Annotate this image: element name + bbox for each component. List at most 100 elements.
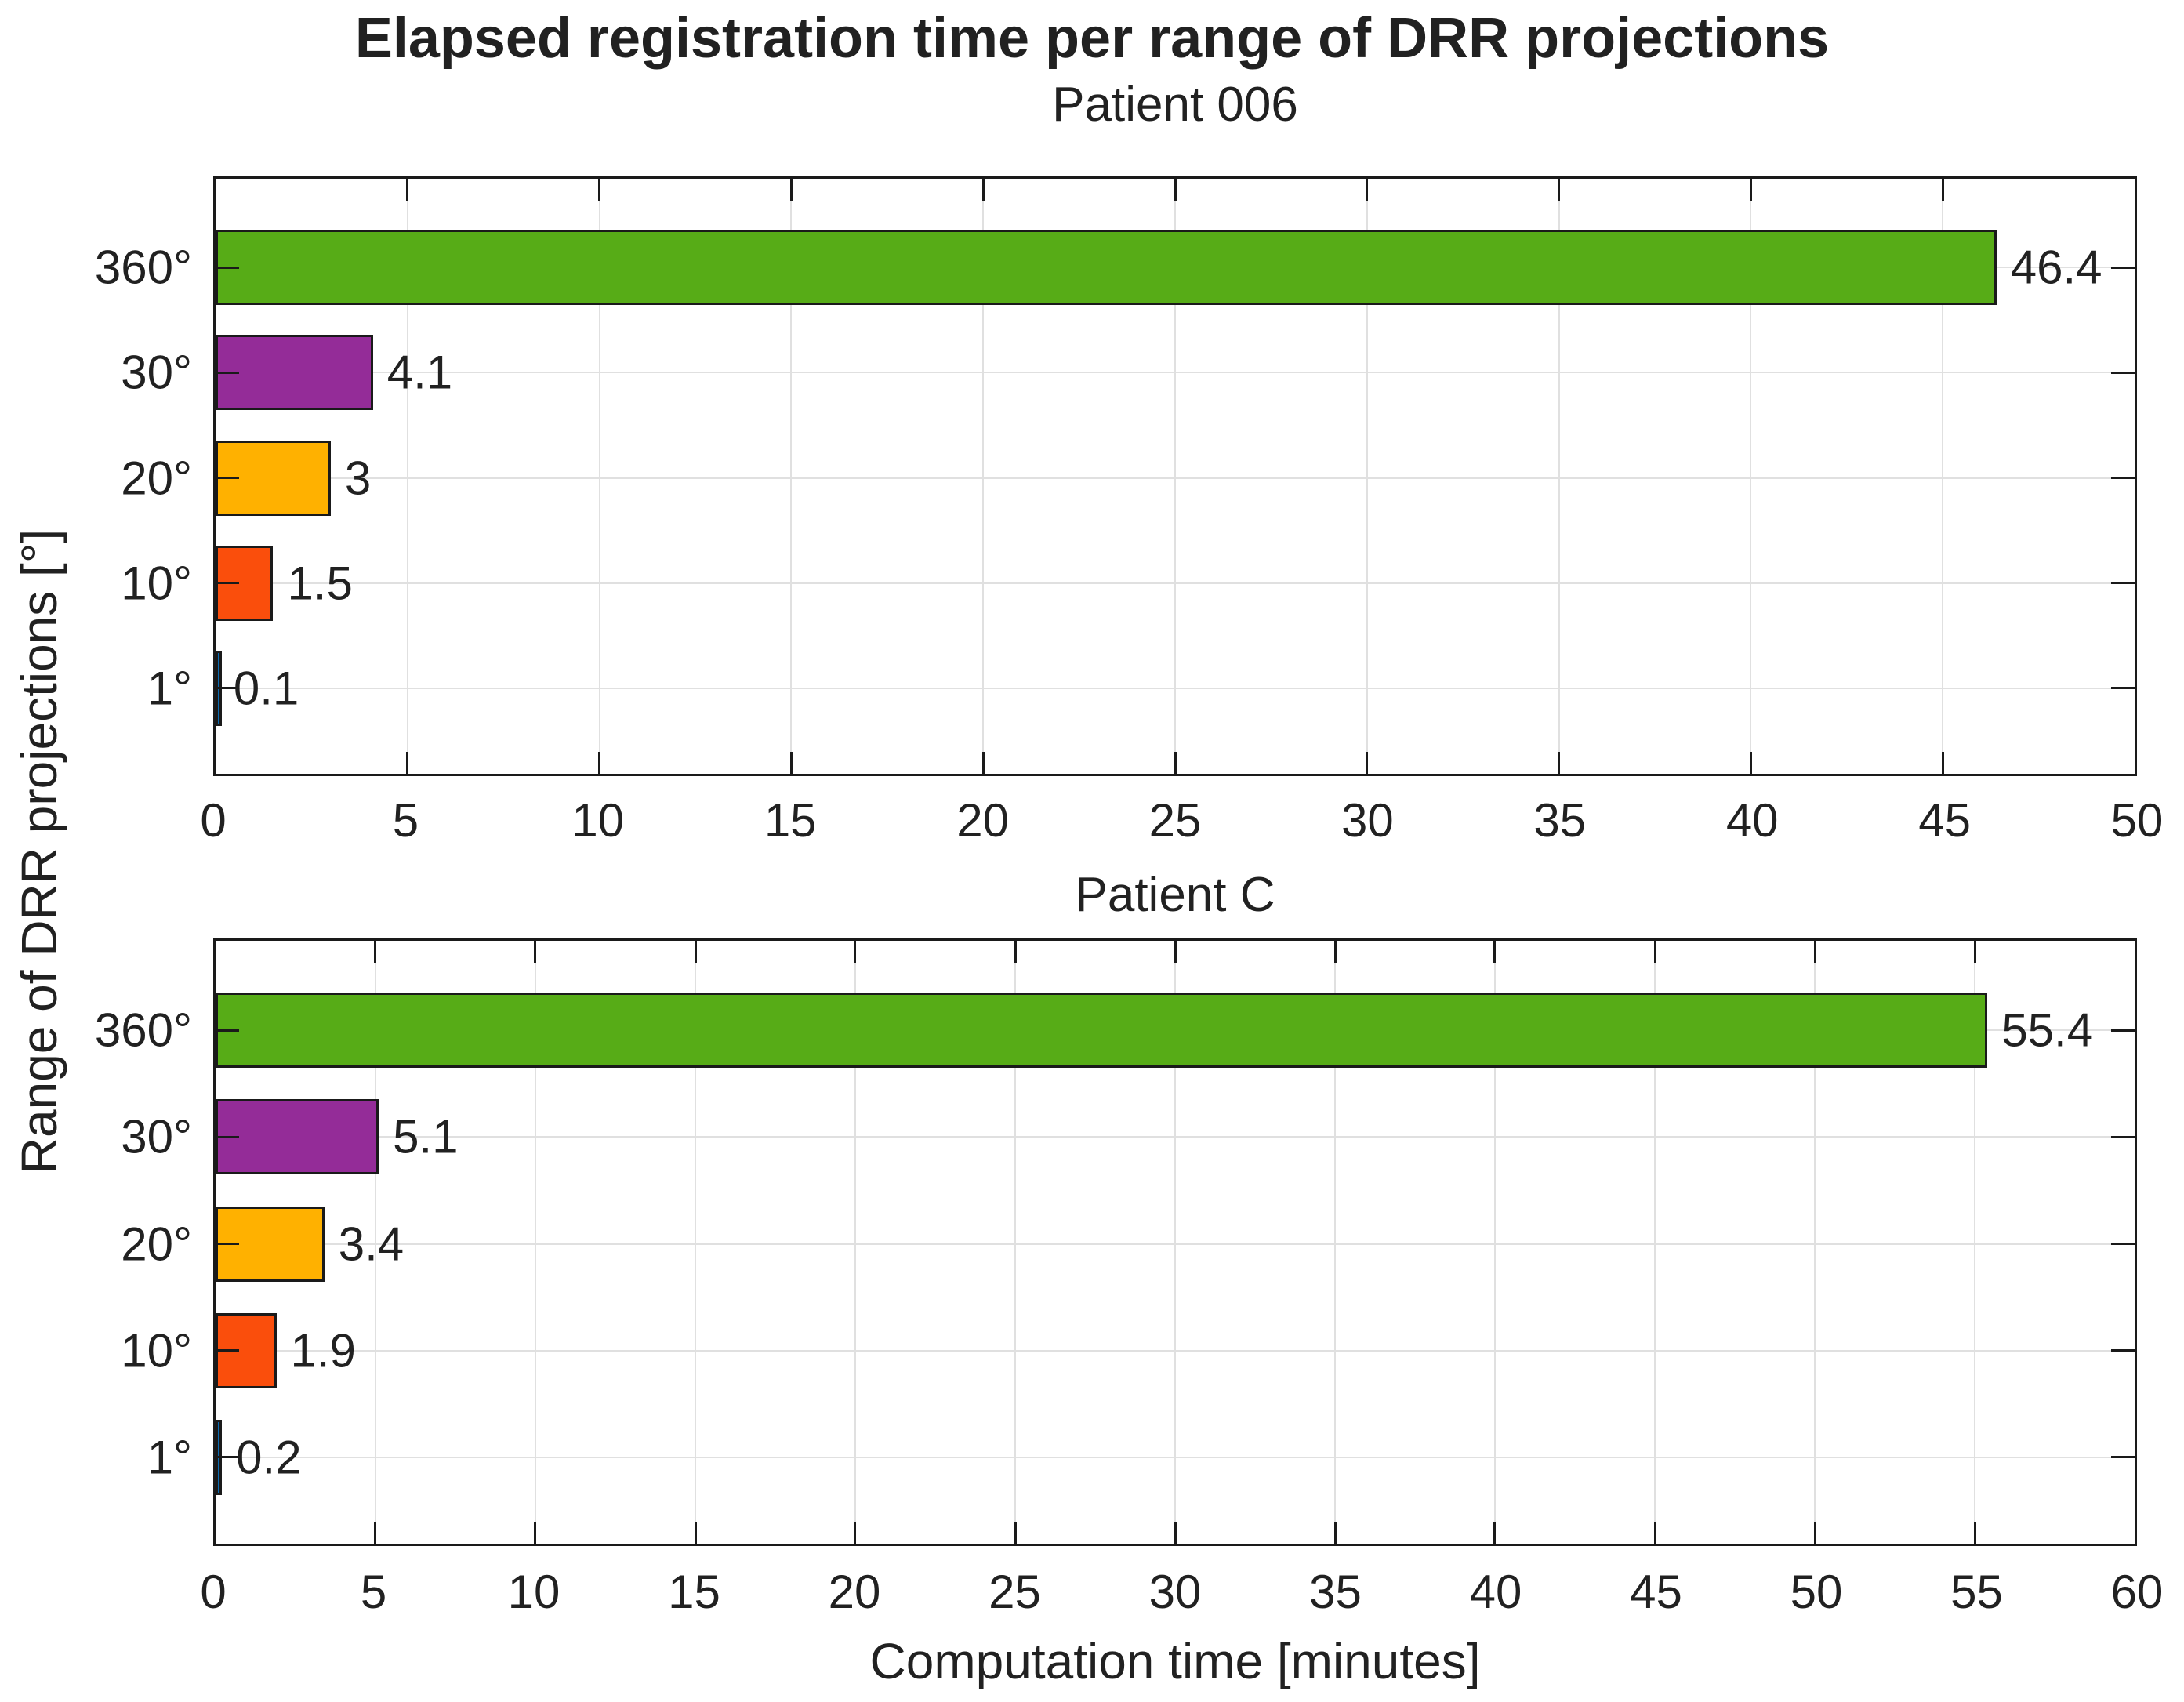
y-tick-mark [216,1243,239,1245]
x-tick-mark [1333,941,1337,963]
x-tick-mark [1174,1522,1177,1544]
y-tick-mark [2111,582,2135,585]
gridline-vertical [1334,941,1336,1544]
y-tick-mark [216,687,239,690]
x-tick-mark [598,752,601,774]
x-tick-mark [1493,1522,1497,1544]
x-tick-label: 40 [1725,794,1779,847]
y-tick-mark [2111,1456,2135,1459]
x-tick-label: 25 [1148,794,1202,847]
bar-value-label: 3.4 [338,1218,405,1270]
x-tick-mark [789,752,793,774]
x-tick-mark [1653,1522,1656,1544]
y-tick-mark [216,1456,239,1459]
x-tick-label: 10 [571,794,625,847]
y-tick-mark [2111,266,2135,269]
x-tick-mark [1653,941,1656,963]
gridline-vertical [1814,941,1816,1544]
y-tick-mark [216,582,239,585]
x-tick-labels-patient-006: 0 5 10 15 20 25 30 35 40 45 50 [200,793,2163,850]
x-tick-mark [694,1522,697,1544]
bar-value-label: 0.2 [236,1431,302,1484]
x-tick-label: 45 [1918,794,1971,847]
gridline-vertical [1750,179,1752,774]
bar-row: 5.1 30° [121,1083,2135,1190]
x-tick-mark [694,941,697,963]
y-tick-mark [216,1135,239,1138]
subplot-title-patient-006: Patient 006 [1052,78,1298,132]
x-tick-label: 45 [1630,1566,1682,1618]
x-tick-mark [1333,1522,1337,1544]
gridline-horizontal [216,582,2135,584]
bar-value-label: 3 [344,452,372,504]
y-tick-mark [216,477,239,479]
x-tick-label: 25 [989,1566,1041,1618]
bar-rows: 55.4 360° 5.1 30° 3.4 20° 1.9 10° 0.2 1° [95,977,2135,1511]
x-tick-mark [1493,941,1497,963]
x-tick-mark [1813,1522,1816,1544]
subplot-title-patient-c: Patient C [1075,868,1275,922]
x-tick-label: 15 [668,1566,720,1618]
bar-row: 0.1 1° [147,636,2135,741]
bar-value-label: 0.1 [233,662,299,715]
x-tick-mark [1174,179,1177,201]
x-tick-mark [374,941,377,963]
x-tick-label: 35 [1533,794,1587,847]
bar-row: 46.4 360° [95,215,2135,320]
gridline-vertical [1174,179,1176,774]
x-tick-label: 50 [2110,794,2164,847]
x-tick-label: 20 [828,1566,881,1618]
x-tick-mark [1014,1522,1017,1544]
x-tick-mark [1558,752,1561,774]
gridline-vertical [406,179,408,774]
category-label: 20° [121,452,192,504]
bar-value-label: 4.1 [386,346,453,399]
x-tick-label: 10 [507,1566,561,1618]
x-tick-mark [1749,752,1752,774]
x-tick-label: 30 [1148,1566,1202,1618]
x-tick-mark [534,1522,537,1544]
x-tick-label: 0 [200,794,227,847]
plot-area-patient-006: 46.4 360° 4.1 30° 3 20° 1.5 10° 0.1 1° [95,176,2137,776]
gridline-vertical [374,941,376,1544]
gridline-vertical [982,179,985,774]
category-label: 10° [121,1324,192,1377]
gridline-horizontal [216,687,2135,689]
gridline-vertical [1942,179,1944,774]
category-label: 360° [94,241,192,294]
bar-row: 0.2 1° [147,1404,2135,1511]
gridline-horizontal [216,1136,2135,1138]
y-tick-mark [2111,1029,2135,1032]
gridline-vertical [598,179,600,774]
x-tick-mark [854,1522,857,1544]
y-tick-mark [2111,1243,2135,1245]
y-axis-label: Range of DRR projections [°] [11,528,67,1174]
bar-row: 3 20° [121,425,2135,530]
category-label: 20° [121,1218,192,1270]
bar-360deg [216,230,1997,306]
x-tick-label: 5 [392,794,419,847]
y-tick-mark [2111,1349,2135,1352]
x-tick-label: 50 [1790,1566,1843,1618]
gridline-horizontal [216,1456,2135,1458]
bar-value-label: 55.4 [2001,1003,2094,1057]
bar-row: 55.4 360° [95,977,2135,1083]
gridline-vertical [695,941,696,1544]
x-tick-mark [1558,179,1561,201]
bar-360deg [216,993,1988,1069]
y-tick-mark [216,371,239,374]
y-tick-mark [216,1029,239,1032]
x-tick-mark [789,179,793,201]
y-tick-mark [2111,477,2135,479]
gridline-vertical [534,941,536,1544]
x-tick-mark [1941,179,1944,201]
x-tick-mark [534,941,537,963]
x-tick-label: 20 [956,794,1009,847]
gridline-vertical [854,941,856,1544]
bar-value-label: 1.9 [290,1324,356,1377]
x-tick-mark [1174,752,1177,774]
x-tick-mark [406,179,409,201]
gridline-vertical [1654,941,1656,1544]
gridline-vertical [1974,941,1975,1544]
